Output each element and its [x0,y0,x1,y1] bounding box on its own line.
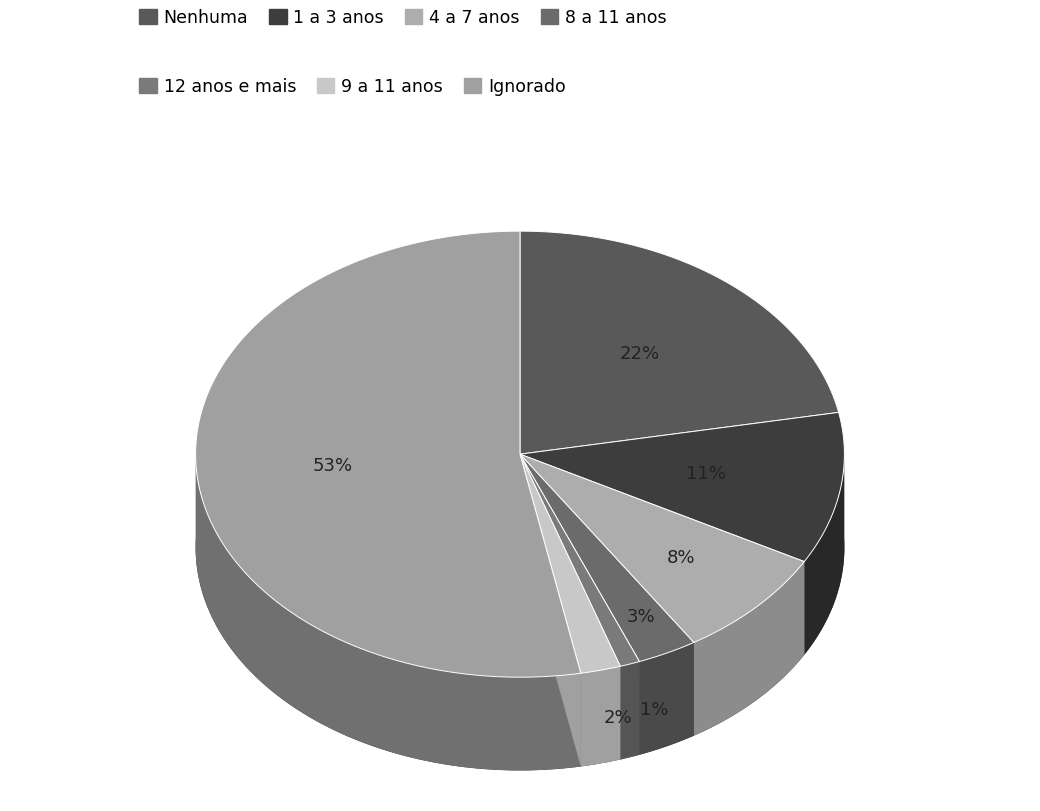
Polygon shape [804,450,844,654]
Text: 11%: 11% [686,466,726,483]
Polygon shape [520,454,580,766]
Polygon shape [520,454,580,766]
Polygon shape [694,561,804,736]
Polygon shape [520,412,844,561]
Polygon shape [640,642,694,755]
Polygon shape [520,454,640,755]
Text: 3%: 3% [626,608,655,626]
Polygon shape [520,454,620,760]
Polygon shape [580,667,620,766]
Text: 8%: 8% [667,549,695,567]
Polygon shape [520,454,640,755]
Polygon shape [196,452,580,770]
Polygon shape [520,454,804,642]
Polygon shape [520,454,694,736]
Text: 1%: 1% [640,702,669,719]
Polygon shape [196,231,580,677]
Polygon shape [520,231,838,454]
Polygon shape [520,454,804,654]
Ellipse shape [196,324,844,770]
Text: 2%: 2% [604,709,632,727]
Polygon shape [520,454,694,736]
Polygon shape [520,454,620,760]
Text: 53%: 53% [313,457,353,475]
Polygon shape [620,662,640,760]
Legend: 12 anos e mais, 9 a 11 anos, Ignorado: 12 anos e mais, 9 a 11 anos, Ignorado [139,78,566,96]
Polygon shape [520,454,640,667]
Polygon shape [520,454,694,662]
Polygon shape [520,454,804,654]
Polygon shape [520,454,620,673]
Text: 22%: 22% [620,345,660,363]
